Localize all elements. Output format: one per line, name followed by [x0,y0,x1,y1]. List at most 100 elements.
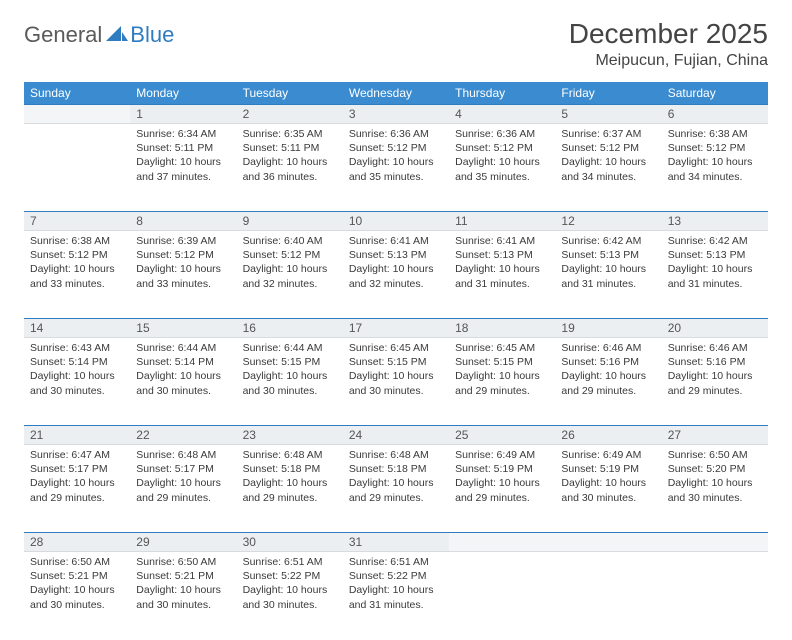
day-cell: Sunrise: 6:51 AMSunset: 5:22 PMDaylight:… [237,552,343,640]
day-number: 20 [662,319,768,338]
daylight-label: and 36 minutes. [243,170,337,184]
sunrise-label: Sunrise: 6:39 AM [136,234,230,248]
daylight-label: Daylight: 10 hours [668,369,762,383]
day-number: 15 [130,319,236,338]
sunset-label: Sunset: 5:11 PM [136,141,230,155]
daylight-label: and 30 minutes. [243,598,337,612]
day-number: 24 [343,426,449,445]
daylight-label: Daylight: 10 hours [136,583,230,597]
sunset-label: Sunset: 5:18 PM [349,462,443,476]
header: General Blue December 2025 Meipucun, Fuj… [24,18,768,70]
weekday-header: Saturday [662,82,768,105]
daylight-label: Daylight: 10 hours [349,583,443,597]
daylight-label: Daylight: 10 hours [455,369,549,383]
logo: General Blue [24,22,174,48]
daylight-label: and 32 minutes. [349,277,443,291]
sunset-label: Sunset: 5:13 PM [668,248,762,262]
daylight-label: and 31 minutes. [668,277,762,291]
daylight-label: Daylight: 10 hours [349,369,443,383]
day-cell: Sunrise: 6:34 AMSunset: 5:11 PMDaylight:… [130,124,236,212]
day-number: 19 [555,319,661,338]
daylight-label: Daylight: 10 hours [349,155,443,169]
daylight-label: and 30 minutes. [668,491,762,505]
weekday-header: Tuesday [237,82,343,105]
day-cell: Sunrise: 6:39 AMSunset: 5:12 PMDaylight:… [130,231,236,319]
day-cell: Sunrise: 6:48 AMSunset: 5:18 PMDaylight:… [343,445,449,533]
daylight-label: Daylight: 10 hours [455,262,549,276]
day-number: 26 [555,426,661,445]
day-number: 10 [343,212,449,231]
daylight-label: and 32 minutes. [243,277,337,291]
week-row: Sunrise: 6:50 AMSunset: 5:21 PMDaylight:… [24,552,768,640]
daylight-label: Daylight: 10 hours [136,476,230,490]
sunrise-label: Sunrise: 6:40 AM [243,234,337,248]
sunset-label: Sunset: 5:13 PM [349,248,443,262]
day-cell: Sunrise: 6:38 AMSunset: 5:12 PMDaylight:… [662,124,768,212]
day-cell: Sunrise: 6:46 AMSunset: 5:16 PMDaylight:… [662,338,768,426]
sunset-label: Sunset: 5:12 PM [243,248,337,262]
daylight-label: and 29 minutes. [455,384,549,398]
daylight-label: Daylight: 10 hours [243,583,337,597]
sunrise-label: Sunrise: 6:38 AM [668,127,762,141]
day-number: 25 [449,426,555,445]
sunset-label: Sunset: 5:12 PM [349,141,443,155]
sunrise-label: Sunrise: 6:44 AM [136,341,230,355]
sunset-label: Sunset: 5:21 PM [30,569,124,583]
daylight-label: Daylight: 10 hours [136,262,230,276]
daylight-label: and 33 minutes. [30,277,124,291]
daylight-label: Daylight: 10 hours [30,583,124,597]
day-cell: Sunrise: 6:41 AMSunset: 5:13 PMDaylight:… [343,231,449,319]
daylight-label: and 29 minutes. [561,384,655,398]
daylight-label: and 34 minutes. [668,170,762,184]
daylight-label: and 34 minutes. [561,170,655,184]
day-cell [24,124,130,212]
sunrise-label: Sunrise: 6:35 AM [243,127,337,141]
sunrise-label: Sunrise: 6:51 AM [349,555,443,569]
weekday-header: Friday [555,82,661,105]
daylight-label: and 30 minutes. [136,598,230,612]
sunset-label: Sunset: 5:12 PM [668,141,762,155]
sunrise-label: Sunrise: 6:46 AM [668,341,762,355]
day-cell: Sunrise: 6:35 AMSunset: 5:11 PMDaylight:… [237,124,343,212]
day-cell: Sunrise: 6:38 AMSunset: 5:12 PMDaylight:… [24,231,130,319]
daylight-label: and 30 minutes. [30,598,124,612]
sunrise-label: Sunrise: 6:42 AM [668,234,762,248]
day-cell: Sunrise: 6:50 AMSunset: 5:21 PMDaylight:… [130,552,236,640]
day-cell: Sunrise: 6:45 AMSunset: 5:15 PMDaylight:… [449,338,555,426]
sunset-label: Sunset: 5:15 PM [349,355,443,369]
day-number: 16 [237,319,343,338]
logo-text-general: General [24,22,102,48]
sunrise-label: Sunrise: 6:50 AM [136,555,230,569]
sunrise-label: Sunrise: 6:51 AM [243,555,337,569]
weekday-header: Monday [130,82,236,105]
daylight-label: and 29 minutes. [455,491,549,505]
daylight-label: Daylight: 10 hours [668,476,762,490]
daynum-row: 123456 [24,105,768,124]
day-cell: Sunrise: 6:51 AMSunset: 5:22 PMDaylight:… [343,552,449,640]
sunset-label: Sunset: 5:12 PM [30,248,124,262]
sail-icon [106,24,128,47]
day-number: 22 [130,426,236,445]
sunset-label: Sunset: 5:17 PM [30,462,124,476]
day-number: 4 [449,105,555,124]
weekday-header-row: SundayMondayTuesdayWednesdayThursdayFrid… [24,82,768,105]
sunset-label: Sunset: 5:20 PM [668,462,762,476]
daylight-label: and 29 minutes. [668,384,762,398]
day-cell: Sunrise: 6:40 AMSunset: 5:12 PMDaylight:… [237,231,343,319]
day-cell: Sunrise: 6:42 AMSunset: 5:13 PMDaylight:… [555,231,661,319]
daylight-label: and 29 minutes. [243,491,337,505]
day-cell: Sunrise: 6:42 AMSunset: 5:13 PMDaylight:… [662,231,768,319]
weekday-header: Thursday [449,82,555,105]
day-cell: Sunrise: 6:43 AMSunset: 5:14 PMDaylight:… [24,338,130,426]
sunrise-label: Sunrise: 6:36 AM [455,127,549,141]
sunrise-label: Sunrise: 6:48 AM [243,448,337,462]
sunset-label: Sunset: 5:21 PM [136,569,230,583]
daylight-label: Daylight: 10 hours [30,262,124,276]
sunset-label: Sunset: 5:16 PM [668,355,762,369]
day-number: 17 [343,319,449,338]
daylight-label: and 30 minutes. [349,384,443,398]
daynum-row: 78910111213 [24,212,768,231]
sunrise-label: Sunrise: 6:44 AM [243,341,337,355]
day-cell [449,552,555,640]
weekday-header: Wednesday [343,82,449,105]
